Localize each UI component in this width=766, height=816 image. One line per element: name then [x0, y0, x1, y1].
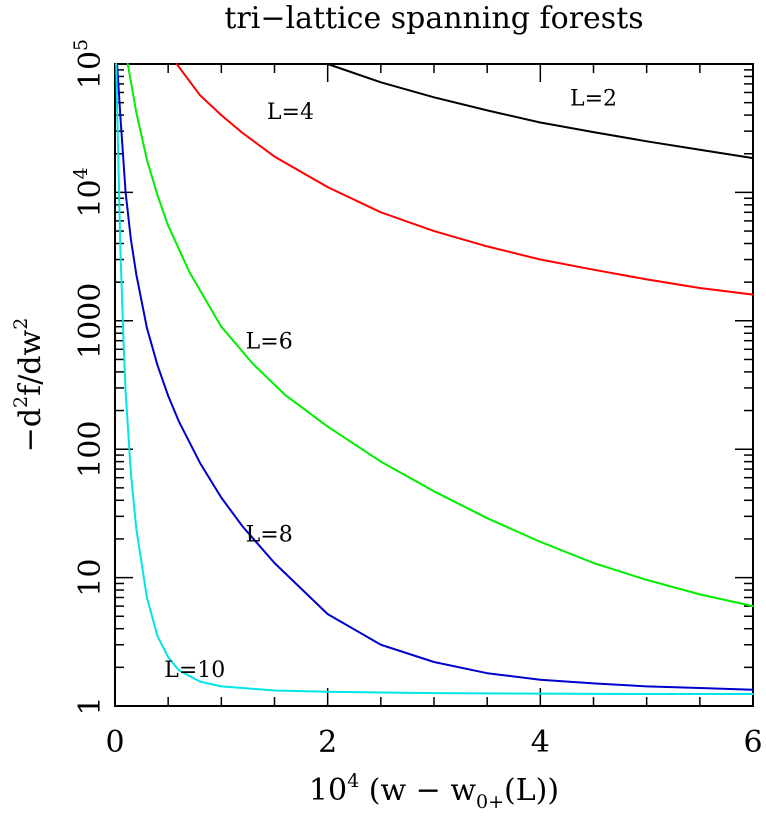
label-l-6: L=6: [246, 330, 293, 355]
curve-labels: L=2 L=4 L=6 L=8 L=10: [164, 86, 617, 682]
y-tick-label: 1000: [73, 283, 108, 359]
tick-labels: 0 2 4 6 1 10 100 1000 104 105: [70, 39, 763, 760]
chart-title: tri−lattice spanning forests: [224, 1, 643, 36]
curve-l-8: [116, 63, 754, 691]
y-tick-label: 105: [70, 39, 108, 89]
x-tick-label: 0: [105, 725, 124, 760]
label-l-10: L=10: [164, 658, 225, 683]
label-l-4: L=4: [267, 100, 314, 125]
y-tick-label: 100: [73, 421, 108, 478]
curve-l-6: [126, 63, 754, 608]
curves: [115, 63, 754, 695]
x-tick-label: 6: [743, 725, 762, 760]
label-l-2: L=2: [570, 86, 617, 111]
y-tick-label: 1: [73, 696, 108, 715]
y-tick-label: 104: [70, 167, 108, 217]
axis-ticks: [114, 64, 754, 707]
y-tick-label: 10: [73, 559, 108, 597]
curve-l-4: [175, 63, 754, 296]
curve-l-2: [326, 63, 754, 160]
x-tick-label: 2: [318, 725, 337, 760]
x-axis-label: 104 (w − w0+(L)): [309, 770, 559, 813]
x-tick-label: 4: [531, 725, 550, 760]
curve-l-10: [115, 63, 754, 695]
plot-frame: [114, 63, 754, 707]
label-l-8: L=8: [246, 523, 293, 548]
y-axis-label: −d2f/dw2: [10, 318, 48, 453]
